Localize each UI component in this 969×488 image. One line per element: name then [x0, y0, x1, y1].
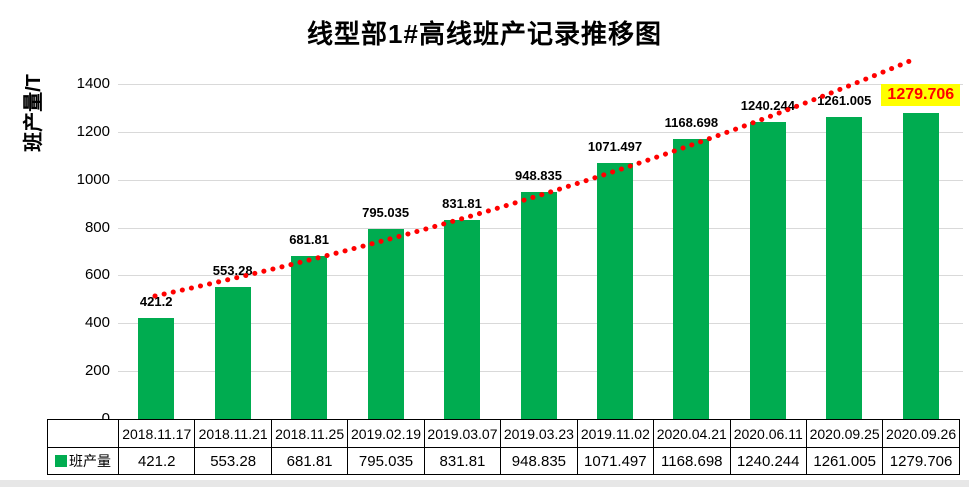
date-cell: 2020.09.25	[805, 419, 884, 448]
gridline	[118, 84, 963, 85]
y-tick-label: 1200	[76, 123, 110, 140]
chart-title: 线型部1#高线班产记录推移图	[307, 19, 662, 49]
table-date-row: 2018.11.17 2018.11.21 2018.11.25 2019.02.19…	[47, 419, 960, 448]
value-label-text: 948.835	[515, 168, 562, 183]
date-cell: 2018.11.21	[194, 419, 272, 448]
bar-value-label: 421.2	[96, 294, 216, 309]
value-cell: 795.035	[347, 447, 425, 475]
bar-value-label: 948.835	[479, 168, 599, 183]
bar	[214, 287, 251, 419]
bar	[138, 318, 175, 419]
value-label-text: 1168.698	[664, 115, 719, 130]
bar-value-label: 681.81	[249, 232, 369, 247]
date-cell: 2019.11.02	[576, 419, 655, 448]
bar	[444, 220, 480, 419]
bar	[291, 256, 328, 419]
value-label-text: 553.28	[212, 263, 253, 278]
value-cell: 421.2	[117, 447, 196, 475]
table-corner-blank	[47, 419, 119, 448]
bar-value-label: 1279.706	[861, 84, 969, 106]
y-tick-label: 600	[84, 266, 110, 283]
value-cell: 948.835	[500, 447, 578, 475]
value-cell: 831.81	[423, 447, 502, 475]
y-tick-label: 1400	[76, 75, 110, 92]
table-value-row: 班产量 421.2 553.28 681.81 795.035 831.81 948.835…	[47, 447, 960, 475]
value-label-text: 421.2	[139, 294, 173, 309]
y-tick-label: 200	[84, 362, 110, 379]
date-cell: 2018.11.17	[117, 419, 196, 448]
value-label-text: 831.81	[442, 196, 482, 211]
bar	[597, 163, 633, 419]
date-cell: 2018.11.25	[270, 419, 349, 448]
legend-label: 班产量	[69, 453, 111, 469]
y-axis-title: 班产量/T	[23, 74, 45, 152]
y-tick-label: 0	[101, 410, 110, 427]
value-label-text: 681.81	[289, 232, 329, 247]
date-cell: 2019.03.07	[423, 419, 502, 448]
date-cell: 2020.09.26	[882, 419, 960, 448]
date-cell: 2020.06.11	[729, 419, 807, 448]
value-cell: 1240.244	[729, 447, 807, 475]
bar	[826, 117, 863, 419]
bar	[749, 122, 786, 419]
value-cell: 553.28	[194, 447, 272, 475]
bar-value-label: 1168.698	[631, 115, 751, 130]
data-table: 2018.11.17 2018.11.21 2018.11.25 2019.02.19…	[47, 419, 960, 475]
bar	[367, 229, 404, 419]
bar	[520, 192, 557, 419]
bar-value-label: 831.81	[402, 196, 522, 211]
value-label-text: 1071.497	[587, 139, 643, 154]
date-cell: 2019.02.19	[347, 419, 425, 448]
date-cell: 2020.04.21	[653, 419, 731, 448]
value-cell: 681.81	[270, 447, 349, 475]
legend-swatch-green-square	[55, 455, 67, 467]
value-cell: 1261.005	[805, 447, 884, 475]
value-cell: 1279.706	[882, 447, 960, 475]
bottom-strip	[0, 480, 969, 487]
highlighted-value-label: 1279.706	[881, 84, 961, 106]
bar	[673, 139, 710, 419]
value-cell: 1168.698	[653, 447, 731, 475]
value-cell: 1071.497	[576, 447, 655, 475]
y-tick-label: 800	[84, 219, 110, 236]
bar	[902, 113, 939, 419]
legend-cell: 班产量	[47, 447, 119, 475]
y-tick-label: 1000	[76, 171, 110, 188]
bar-value-label: 553.28	[173, 263, 293, 278]
y-tick-label: 400	[84, 314, 110, 331]
date-cell: 2019.03.23	[500, 419, 578, 448]
bar-value-label: 1071.497	[555, 139, 675, 154]
